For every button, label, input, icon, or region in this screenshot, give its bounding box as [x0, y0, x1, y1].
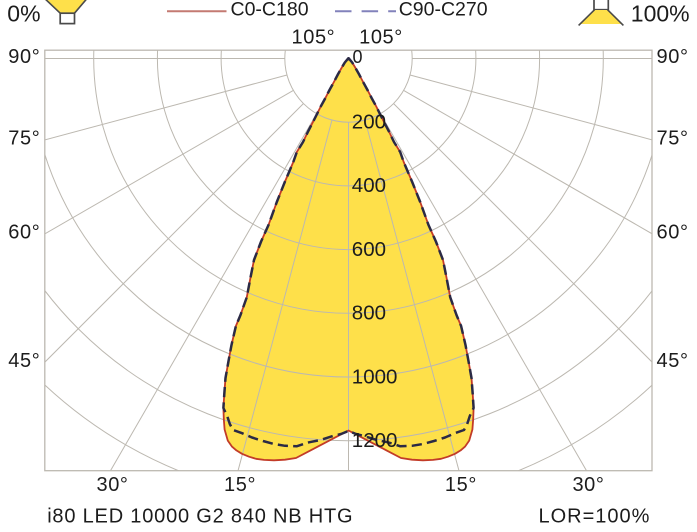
svg-text:75°: 75°: [8, 128, 40, 150]
svg-text:100%: 100%: [631, 1, 690, 27]
svg-text:C0-C180: C0-C180: [231, 0, 309, 20]
svg-text:i80 LED 10000 G2 840 NB HTG: i80 LED 10000 G2 840 NB HTG: [47, 506, 353, 528]
svg-text:0%: 0%: [7, 1, 40, 27]
svg-text:LOR=100%: LOR=100%: [539, 506, 651, 528]
svg-text:45°: 45°: [8, 350, 40, 372]
svg-text:30°: 30°: [572, 474, 604, 496]
svg-text:105°: 105°: [359, 26, 403, 48]
svg-text:90°: 90°: [8, 46, 40, 68]
svg-text:30°: 30°: [96, 474, 128, 496]
svg-text:400: 400: [352, 174, 386, 197]
svg-text:C90-C270: C90-C270: [399, 0, 488, 20]
svg-text:800: 800: [352, 302, 386, 325]
svg-text:90°: 90°: [657, 46, 689, 68]
svg-text:1200: 1200: [352, 429, 398, 452]
svg-text:60°: 60°: [657, 222, 689, 244]
svg-text:45°: 45°: [657, 350, 689, 372]
svg-text:1000: 1000: [352, 365, 398, 388]
svg-text:200: 200: [352, 111, 386, 134]
svg-text:15°: 15°: [224, 474, 256, 496]
svg-text:600: 600: [352, 238, 386, 261]
svg-text:75°: 75°: [657, 128, 689, 150]
svg-text:105°: 105°: [292, 26, 336, 48]
svg-text:0: 0: [353, 47, 363, 67]
svg-text:15°: 15°: [445, 474, 477, 496]
svg-text:60°: 60°: [8, 222, 40, 244]
